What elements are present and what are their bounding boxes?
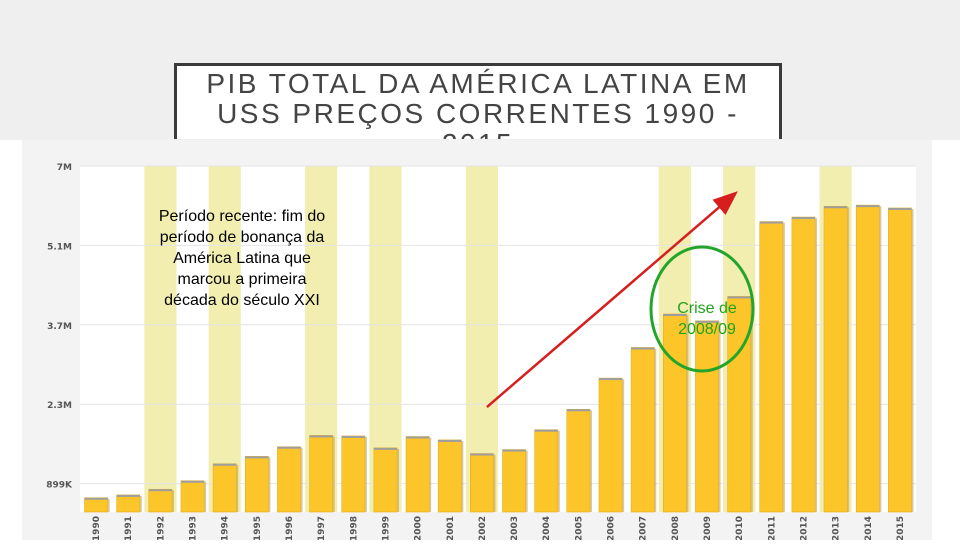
bar-2008: [662, 313, 687, 513]
bar-2010: [727, 296, 752, 513]
y-tick-label: 899K: [46, 481, 73, 491]
bar-top-2012: [791, 217, 816, 220]
bar-top-1999: [373, 447, 398, 450]
x-tick-label-1994: 1994: [221, 516, 231, 540]
bar-2000: [405, 436, 430, 513]
y-tick-label: 3.7M: [47, 322, 72, 332]
slide-title: PIB TOTAL DA AMÉRICA LATINA EM USS PREÇO…: [206, 68, 750, 140]
bar-top-1998: [341, 435, 365, 438]
x-tick-label-2014: 2014: [864, 516, 874, 540]
bar-1997: [309, 435, 334, 513]
bar-top-1996: [277, 446, 301, 449]
bar-top-1990: [84, 497, 108, 500]
bar-2005: [566, 408, 591, 513]
x-tick-label-2015: 2015: [896, 516, 906, 540]
bar-top-1992: [148, 489, 172, 492]
bar-2003: [502, 449, 526, 513]
x-tick-label-2003: 2003: [510, 516, 520, 540]
x-tick-label-2006: 2006: [607, 516, 617, 540]
x-tick-label-2009: 2009: [703, 516, 713, 540]
bar-top-2001: [438, 439, 462, 442]
bar-top-2006: [598, 378, 623, 381]
y-tick-label: 5.1M: [47, 242, 72, 252]
bar-1998: [341, 435, 366, 513]
bar-top-2003: [502, 449, 526, 452]
bar-top-1991: [116, 494, 140, 497]
x-tick-label-2011: 2011: [767, 516, 777, 540]
bar-1990: [84, 497, 108, 513]
y-tick-label: 7M: [57, 163, 72, 173]
gdp-chart: 7M 5.1M 3.7M 2.3M 899K 1990 1991 1992 1993 1994 1…: [0, 140, 960, 541]
recent-period-annotation: Período recente: fim do período de bonan…: [158, 208, 326, 309]
bar-2015: [888, 207, 912, 513]
bar-top-2013: [824, 206, 848, 209]
x-tick-label-1993: 1993: [189, 516, 199, 540]
bar-top-2004: [534, 429, 558, 432]
bar-1994: [212, 463, 237, 513]
bar-1996: [277, 446, 301, 513]
bar-1999: [373, 447, 398, 513]
crisis-circle: [649, 245, 755, 373]
trend-arrow: [486, 191, 738, 408]
crisis-label: Crise de 2008/09: [677, 300, 737, 338]
bar-top-1995: [245, 456, 269, 459]
bar-top-2005: [566, 409, 590, 412]
bar-top-1994: [213, 463, 237, 466]
bar-2002: [470, 453, 494, 513]
bar-2013: [823, 205, 848, 513]
bar-top-2008: [663, 314, 687, 317]
bar-top-2007: [631, 347, 655, 350]
y-tick-label: 2.3M: [47, 401, 72, 411]
bar-2007: [630, 347, 655, 513]
gdp-bar-chart: 7M 5.1M 3.7M 2.3M 899K 1990 1991 1992 1993 1994 1…: [22, 140, 932, 541]
bar-2004: [534, 429, 559, 513]
x-tick-label-1990: 1990: [92, 516, 102, 540]
x-tick-label-2001: 2001: [446, 516, 456, 540]
bar-top-2015: [888, 207, 912, 210]
bar-2011: [759, 221, 784, 513]
bar-2001: [437, 439, 462, 513]
bar-top-2002: [470, 453, 494, 456]
highlight-band-1994: [208, 166, 241, 512]
x-tick-label-1999: 1999: [381, 516, 391, 540]
bar-top-1997: [309, 435, 333, 438]
bar-1995: [244, 456, 269, 513]
x-tick-label-2000: 2000: [414, 516, 424, 540]
x-tick-label-1992: 1992: [156, 516, 166, 540]
x-tick-label-2012: 2012: [799, 516, 809, 540]
bar-top-2014: [856, 205, 880, 208]
bar-1991: [116, 494, 141, 513]
bar-2006: [598, 377, 623, 513]
bar-1993: [180, 480, 205, 513]
x-tick-label-2002: 2002: [478, 516, 488, 540]
x-tick-label-2005: 2005: [574, 516, 584, 540]
x-tick-label-2010: 2010: [735, 516, 745, 540]
bar-top-1993: [180, 480, 205, 483]
bar-top-2000: [406, 436, 430, 439]
bar-top-2011: [759, 221, 783, 224]
x-tick-label-1998: 1998: [349, 516, 359, 540]
x-tick-label-1997: 1997: [317, 516, 327, 540]
bar-top-2010: [727, 296, 751, 299]
x-tick-label-2008: 2008: [671, 516, 681, 540]
slide-title-box: PIB TOTAL DA AMÉRICA LATINA EM USS PREÇO…: [174, 63, 782, 139]
bar-2012: [791, 216, 816, 513]
x-tick-label-2013: 2013: [832, 516, 842, 540]
bar-top-2009: [695, 320, 719, 323]
x-tick-label-1996: 1996: [285, 516, 295, 540]
x-tick-label-2004: 2004: [542, 516, 552, 540]
bar-2009: [695, 320, 719, 513]
x-tick-label-2007: 2007: [639, 516, 649, 540]
x-tick-label-1995: 1995: [253, 516, 263, 540]
bar-2014: [855, 204, 880, 513]
bar-1992: [148, 488, 173, 513]
x-tick-label-1991: 1991: [124, 516, 134, 540]
highlight-band-1992: [144, 166, 177, 512]
